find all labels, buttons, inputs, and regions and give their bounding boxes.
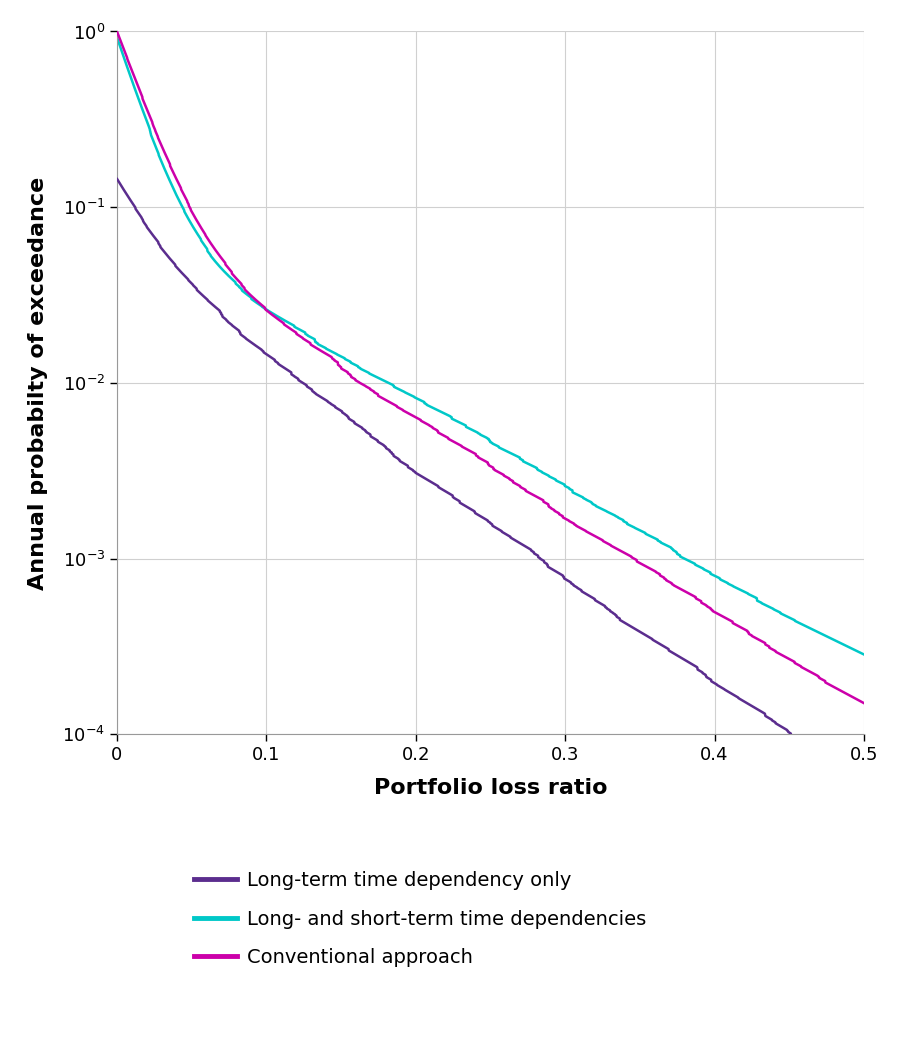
Conventional approach: [398, 405, 409, 418]
Long-term time dependency only: [844, 770, 855, 783]
Conventional approach: [241, 285, 252, 298]
Conventional approach: [859, 697, 869, 709]
Long- and short-term time dependencies: [241, 288, 252, 301]
Long- and short-term time dependencies: [197, 236, 208, 249]
Y-axis label: Annual probabilty of exceedance: Annual probabilty of exceedance: [29, 176, 49, 590]
Line: Conventional approach: Conventional approach: [117, 31, 864, 703]
Legend: Long-term time dependency only, Long- and short-term time dependencies, Conventi: Long-term time dependency only, Long- an…: [186, 863, 653, 975]
Long-term time dependency only: [430, 478, 441, 491]
Conventional approach: [430, 424, 441, 436]
Long- and short-term time dependencies: [112, 31, 122, 44]
Long-term time dependency only: [859, 778, 869, 791]
Conventional approach: [112, 25, 122, 38]
Long- and short-term time dependencies: [430, 403, 441, 415]
Long-term time dependency only: [112, 173, 122, 186]
Long- and short-term time dependencies: [763, 600, 774, 613]
Conventional approach: [197, 223, 208, 236]
Long-term time dependency only: [241, 333, 252, 345]
Long- and short-term time dependencies: [398, 385, 409, 398]
Long-term time dependency only: [763, 711, 774, 724]
Long- and short-term time dependencies: [844, 641, 855, 654]
Line: Long- and short-term time dependencies: Long- and short-term time dependencies: [117, 38, 864, 655]
Long-term time dependency only: [398, 457, 409, 470]
Conventional approach: [844, 689, 855, 702]
Long- and short-term time dependencies: [859, 648, 869, 661]
Long-term time dependency only: [197, 288, 208, 301]
Line: Long-term time dependency only: Long-term time dependency only: [117, 179, 864, 785]
Conventional approach: [763, 640, 774, 652]
X-axis label: Portfolio loss ratio: Portfolio loss ratio: [374, 778, 608, 798]
